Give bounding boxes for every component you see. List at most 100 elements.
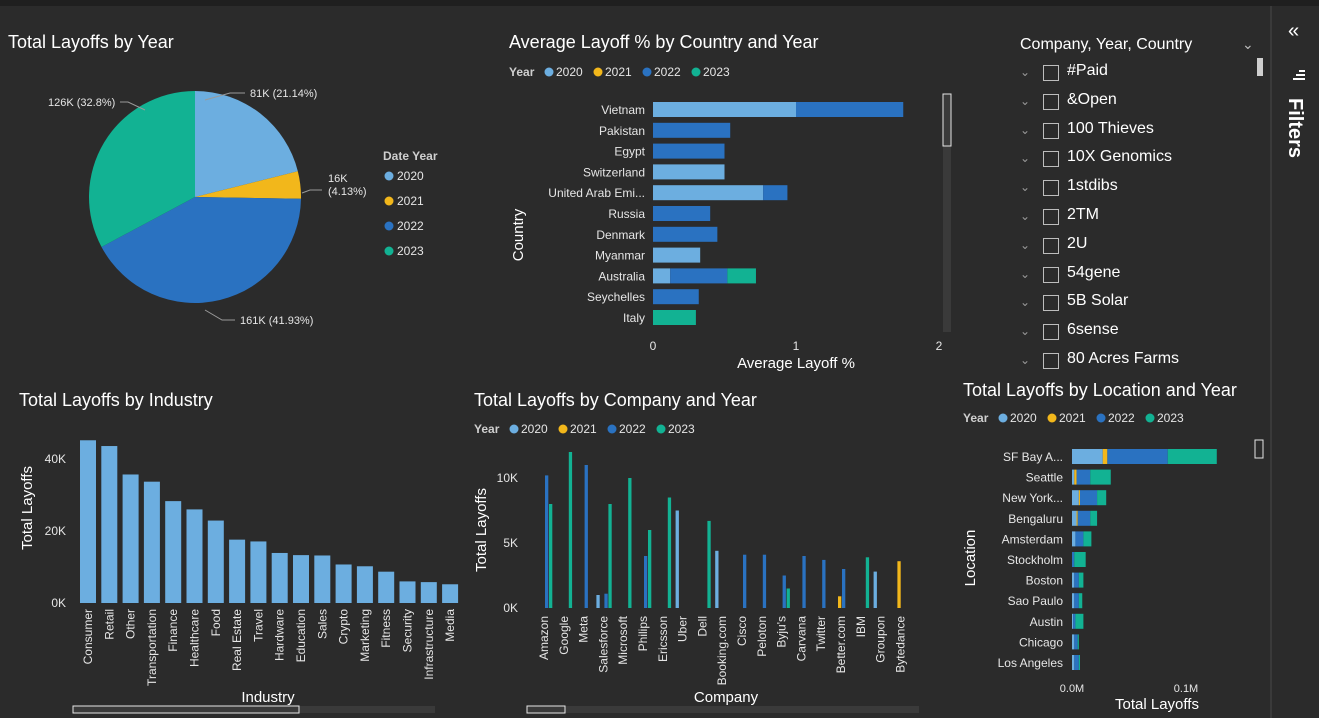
- pie-label-2021-pct: (4.13%): [328, 186, 367, 198]
- company-bar: [604, 593, 608, 608]
- pie-visual[interactable]: Total Layoffs by Year 81K (21.14%) 16K (4.…: [0, 20, 490, 370]
- slicer-checkbox[interactable]: [1043, 324, 1059, 341]
- country-title: Average Layoff % by Country and Year: [509, 32, 819, 52]
- slicer-checkbox[interactable]: [1043, 209, 1059, 225]
- expand-chevron-icon[interactable]: ⌄: [1020, 122, 1031, 137]
- expand-chevron-icon[interactable]: ⌄: [1020, 353, 1031, 367]
- filters-pane[interactable]: «: [1270, 6, 1319, 718]
- slicer-item[interactable]: ⌄ 2U: [1012, 235, 1252, 261]
- slicer-item[interactable]: ⌄ 1stdibs: [1012, 177, 1252, 203]
- expand-chevron-icon[interactable]: ⌄: [1020, 266, 1031, 281]
- country-tick-label: Myanmar: [595, 249, 645, 263]
- slicer-checkbox[interactable]: [1043, 353, 1059, 369]
- location-tick-label: Chicago: [1019, 635, 1063, 649]
- expand-chevron-icon[interactable]: ⌄: [1020, 180, 1031, 195]
- company-x-tick: Groupon: [874, 616, 888, 663]
- pie-legend-item: 2021: [397, 194, 424, 208]
- pie-legend-dot: [384, 221, 394, 231]
- industry-x-tick: Transportation: [145, 609, 159, 686]
- expand-chevron-icon[interactable]: ⌄: [1020, 324, 1031, 339]
- filters-label[interactable]: Filters: [1284, 98, 1306, 159]
- slicer-item[interactable]: ⌄ 2TM: [1012, 206, 1252, 232]
- company-x-axis-label: Company: [694, 689, 759, 706]
- location-tick-label: Los Angeles: [998, 656, 1063, 670]
- slicer-item-label: 2U: [1067, 234, 1088, 252]
- slicer-item[interactable]: ⌄ &Open: [1012, 91, 1252, 117]
- industry-x-tick: Travel: [251, 609, 265, 642]
- slicer-item[interactable]: ⌄ 100 Thieves: [1012, 120, 1252, 146]
- pie-leader-line: [204, 309, 235, 321]
- location-visual[interactable]: Total Layoffs by Location and Year Year 2…: [955, 368, 1267, 718]
- slicer-item-label: 80 Acres Farms: [1067, 350, 1180, 367]
- company-slicer[interactable]: Company, Year, Country ⌄ ⌄ #Paid ⌄ &Open ⌄ 10…: [1012, 32, 1267, 372]
- location-legend-item: 2021: [1059, 411, 1086, 425]
- location-tick-label: SF Bay A...: [1003, 450, 1063, 464]
- slicer-checkbox[interactable]: [1043, 65, 1059, 81]
- slicer-item[interactable]: ⌄ #Paid: [1012, 62, 1252, 88]
- company-visual[interactable]: Total Layoffs by Company and Year Year 20…: [465, 378, 930, 718]
- country-legend-dot: [593, 67, 603, 77]
- country-bar: [796, 102, 904, 117]
- slicer-item-label: 10X Genomics: [1067, 148, 1172, 166]
- location-bar: [1074, 469, 1077, 485]
- slicer-checkbox[interactable]: [1043, 122, 1059, 139]
- slicer-checkbox[interactable]: [1043, 151, 1059, 168]
- country-bar: [763, 185, 788, 201]
- industry-x-tick: Retail: [102, 609, 116, 640]
- slicer-item[interactable]: ⌄ 10X Genomics: [1012, 148, 1252, 174]
- industry-visual[interactable]: Total Layoffs by Industry 0K 20K 40K Consum…: [0, 378, 465, 718]
- location-bar: [1074, 593, 1079, 609]
- company-legend-dot: [607, 424, 617, 434]
- slicer-checkbox[interactable]: [1043, 295, 1059, 312]
- slicer-checkbox[interactable]: [1043, 266, 1059, 283]
- slicer-checkbox[interactable]: [1043, 237, 1059, 254]
- expand-chevron-icon[interactable]: ⌄: [1020, 237, 1031, 252]
- country-visual[interactable]: Average Layoff % by Country and Year Yea…: [500, 20, 960, 375]
- slicer-checkbox[interactable]: [1043, 180, 1059, 197]
- location-bar: [1077, 634, 1079, 650]
- industry-x-tick: Food: [209, 609, 223, 636]
- expand-chevron-icon[interactable]: ⌄: [1020, 209, 1031, 223]
- pie-legend-dot: [384, 196, 394, 206]
- slicer-checkbox[interactable]: [1043, 93, 1059, 110]
- location-tick-label: Amsterdam: [1002, 532, 1063, 546]
- location-bar: [1079, 490, 1098, 506]
- location-bar: [1072, 490, 1079, 506]
- company-legend-title: Year: [474, 422, 500, 436]
- location-bar: [1072, 469, 1075, 485]
- company-bar: [743, 554, 747, 608]
- pie-slice: [195, 91, 298, 197]
- company-bar: [667, 497, 672, 608]
- industry-bar: [250, 541, 267, 603]
- slicer-item-label: &Open: [1067, 90, 1117, 108]
- industry-bar: [207, 520, 224, 603]
- location-bar: [1074, 655, 1079, 670]
- company-x-tick: Meta: [577, 616, 591, 643]
- company-bar: [707, 520, 711, 608]
- country-x-axis-label: Average Layoff %: [737, 355, 855, 372]
- industry-bar: [229, 539, 246, 603]
- expand-chevron-icon[interactable]: ⌄: [1020, 151, 1031, 166]
- slicer-item[interactable]: ⌄ 54gene: [1012, 264, 1252, 290]
- slicer-item[interactable]: ⌄ 80 Acres Farms: [1012, 350, 1252, 376]
- expand-chevron-icon[interactable]: ⌄: [1020, 65, 1031, 79]
- country-x-tick: 2: [936, 339, 943, 353]
- expand-chevron-icon[interactable]: ⌄: [1020, 295, 1031, 310]
- company-chart: Year 2020 2021 2022 2023 0K 5K 10K Amazon Google M…: [473, 422, 919, 714]
- country-bar: [653, 102, 796, 117]
- expand-chevron-icon[interactable]: ⌄: [1020, 93, 1031, 108]
- slicer-item[interactable]: ⌄ 5B Solar: [1012, 292, 1252, 318]
- industry-bar: [442, 584, 459, 603]
- slicer-title: Company, Year, Country: [1020, 36, 1193, 53]
- company-bar: [648, 530, 652, 608]
- slicer-scrollbar[interactable]: [1257, 58, 1263, 76]
- location-bar: [1072, 552, 1075, 567]
- industry-title: Total Layoffs by Industry: [19, 390, 213, 410]
- company-bar: [628, 478, 632, 608]
- collapse-icon[interactable]: «: [1288, 20, 1300, 42]
- pie-chart: 81K (21.14%) 16K(4.13%) 161K (41.93%) 126K …: [48, 88, 438, 327]
- industry-x-tick: Real Estate: [230, 609, 244, 671]
- slicer-chevron-icon[interactable]: ⌄: [1242, 36, 1254, 52]
- company-bar: [644, 556, 648, 608]
- slicer-item[interactable]: ⌄ 6sense: [1012, 321, 1252, 347]
